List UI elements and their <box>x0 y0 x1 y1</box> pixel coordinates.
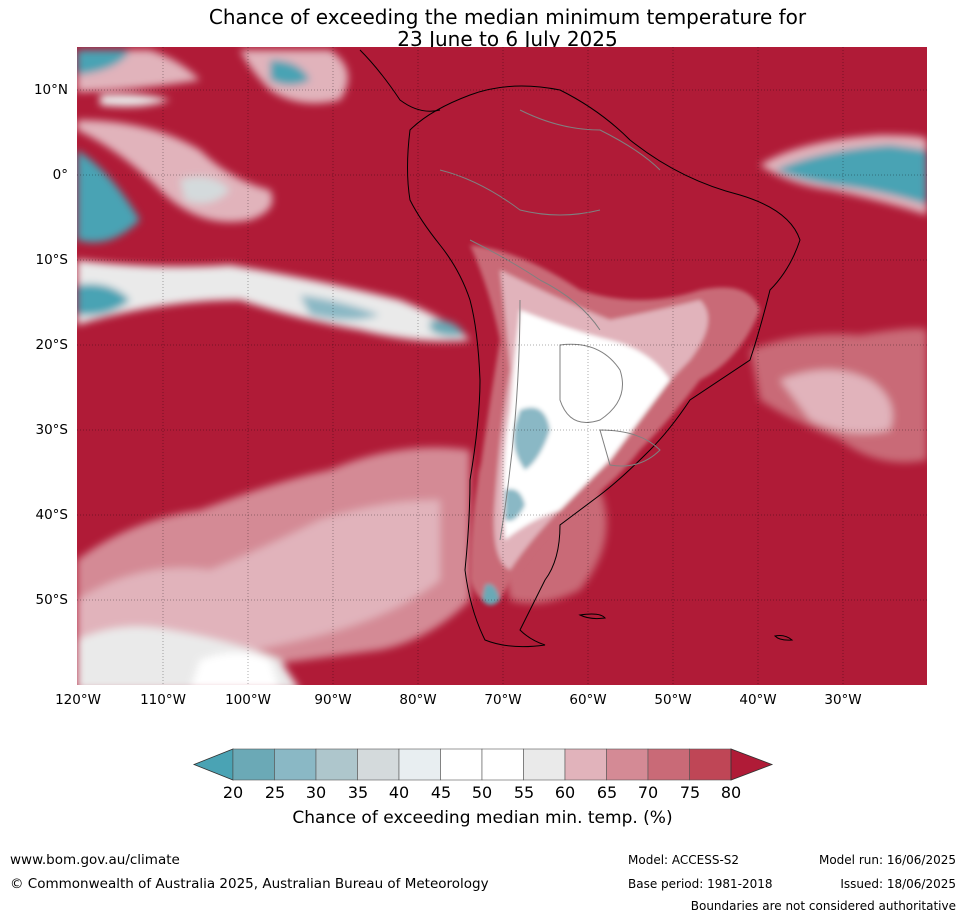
lat-label: 10°S <box>35 252 69 268</box>
boundaries-disclaimer: Boundaries are not considered authoritat… <box>690 899 956 913</box>
lat-label: 50°S <box>35 592 69 608</box>
colorbar-arrow-low <box>192 748 234 781</box>
copyright-text: © Commonwealth of Australia 2025, Austra… <box>10 876 489 892</box>
colorbar-tick: 55 <box>513 783 535 802</box>
colorbar-segment <box>647 748 690 781</box>
colorbar-tick: 45 <box>430 783 452 802</box>
lon-label: 50°W <box>654 692 692 708</box>
lon-label: 120°W <box>55 692 101 708</box>
colorbar-label: Chance of exceeding median min. temp. (%… <box>292 808 673 828</box>
issued-date: Issued: 18/06/2025 <box>840 877 956 891</box>
lat-label: 10°N <box>33 82 68 98</box>
continent-interior-anomaly <box>470 245 760 605</box>
colorbar-segment <box>315 748 358 781</box>
colorbar-tick: 50 <box>471 783 493 802</box>
colorbar-tick: 70 <box>637 783 659 802</box>
lon-label: 30°W <box>824 692 862 708</box>
map-title-line2: 23 June to 6 July 2025 <box>397 27 618 51</box>
lon-label: 110°W <box>140 692 186 708</box>
lon-label: 60°W <box>569 692 607 708</box>
colorbar-segment <box>357 748 400 781</box>
lat-label: 0° <box>52 167 68 183</box>
south-atlantic-anomaly <box>750 328 927 463</box>
map-title-line1: Chance of exceeding the median minimum t… <box>208 5 807 29</box>
colorbar-tick: 35 <box>347 783 369 802</box>
lon-label: 90°W <box>314 692 352 708</box>
colorbar-segment <box>481 748 524 781</box>
colorbar-segment <box>564 748 607 781</box>
colorbar-tick: 80 <box>720 783 742 802</box>
model-name: Model: ACCESS-S2 <box>628 853 740 867</box>
colorbar-segment <box>440 748 483 781</box>
model-run-date: Model run: 16/06/2025 <box>818 853 956 867</box>
colorbar-segment <box>606 748 649 781</box>
colorbar-tick: 75 <box>679 783 701 802</box>
colorbar-arrow-high <box>730 748 774 781</box>
lat-label: 30°S <box>35 422 69 438</box>
lon-label: 70°W <box>484 692 522 708</box>
website-link[interactable]: www.bom.gov.au/climate <box>10 852 180 868</box>
graticule <box>77 47 927 685</box>
colorbar-segment <box>398 748 441 781</box>
lon-label: 40°W <box>739 692 777 708</box>
lon-label: 80°W <box>399 692 437 708</box>
colorbar-segment <box>523 748 566 781</box>
colorbar-tick: 25 <box>264 783 286 802</box>
country-borders <box>439 109 661 541</box>
colorbar-tick: 60 <box>554 783 576 802</box>
colorbar-segment <box>689 748 732 781</box>
colorbar-tick: 30 <box>305 783 327 802</box>
lat-label: 40°S <box>35 507 69 523</box>
lon-label: 100°W <box>225 692 271 708</box>
coastlines <box>359 49 801 648</box>
colorbar-tick: 20 <box>222 783 244 802</box>
colorbar-tick: 65 <box>596 783 618 802</box>
colorbar-segment <box>274 748 317 781</box>
base-period: Base period: 1981-2018 <box>628 877 773 891</box>
lat-label: 20°S <box>35 337 69 353</box>
colorbar-segment <box>232 748 275 781</box>
colorbar-tick: 40 <box>388 783 410 802</box>
